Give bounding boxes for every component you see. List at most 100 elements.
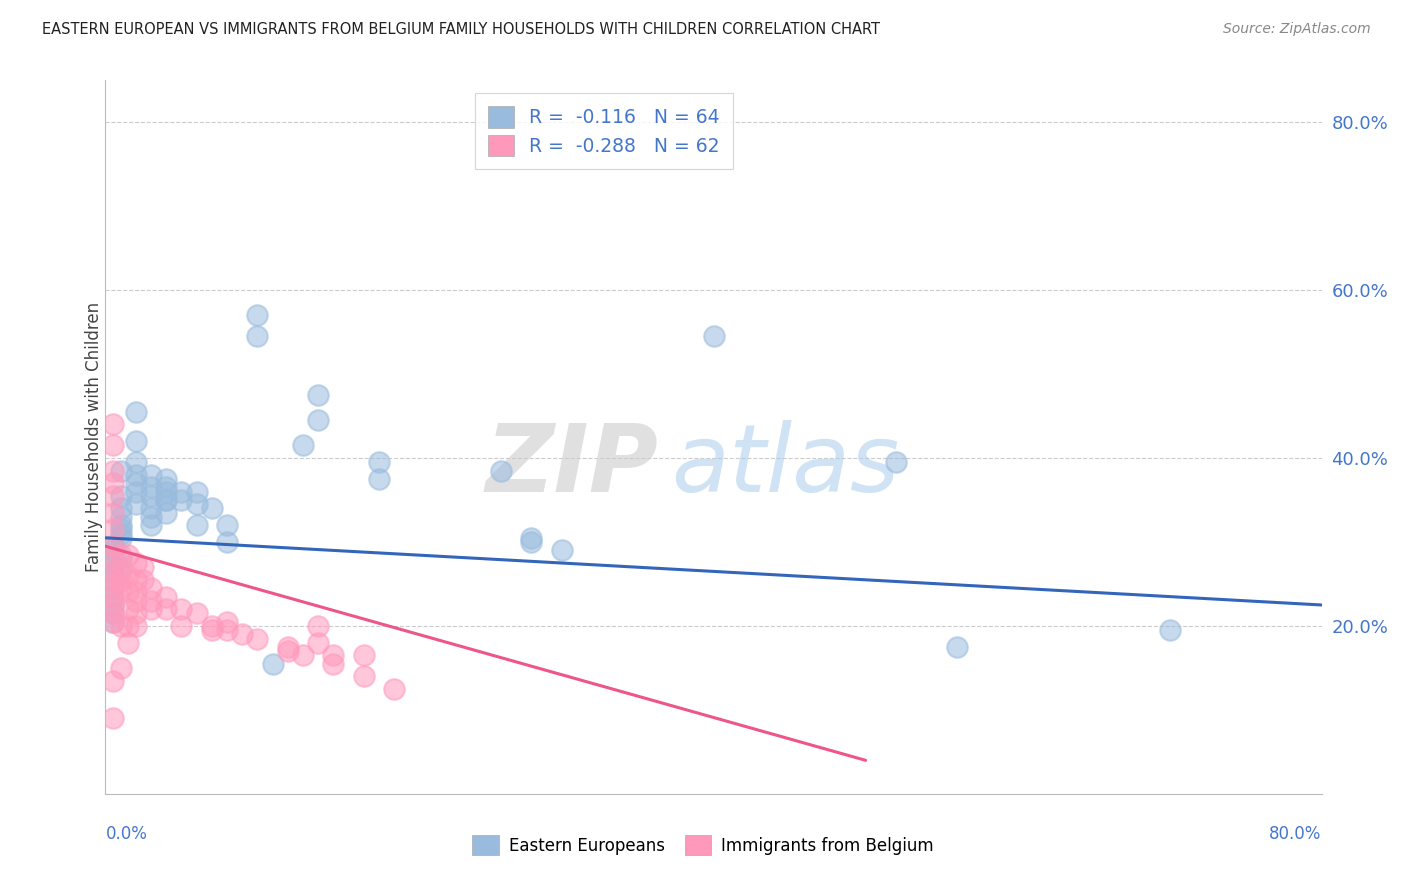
Point	[125, 484, 148, 499]
Point	[201, 623, 224, 637]
Point	[125, 476, 148, 491]
Point	[110, 501, 132, 516]
Point	[125, 556, 148, 570]
Point	[101, 438, 124, 452]
Point	[125, 434, 148, 449]
Point	[101, 615, 124, 629]
Point	[246, 632, 269, 646]
Point	[101, 590, 124, 604]
Point	[110, 573, 132, 587]
Point	[217, 518, 239, 533]
Point	[155, 590, 177, 604]
Point	[101, 506, 124, 520]
Point	[139, 518, 162, 533]
Point	[117, 568, 139, 582]
Point	[170, 493, 193, 508]
Point	[117, 585, 139, 599]
Point	[125, 607, 148, 621]
Point	[322, 648, 344, 663]
Point	[307, 413, 329, 427]
Point	[110, 560, 132, 574]
Point	[101, 607, 124, 621]
Point	[201, 501, 224, 516]
Point	[139, 480, 162, 494]
Point	[155, 506, 177, 520]
Point	[101, 590, 124, 604]
Point	[101, 417, 124, 432]
Point	[101, 573, 124, 587]
Point	[101, 598, 124, 612]
Text: 80.0%: 80.0%	[1270, 825, 1322, 843]
Point	[520, 535, 543, 549]
Point	[117, 548, 139, 562]
Point	[277, 644, 299, 658]
Point	[125, 573, 148, 587]
Y-axis label: Family Households with Children: Family Households with Children	[86, 302, 103, 572]
Point	[217, 615, 239, 629]
Point	[292, 648, 315, 663]
Point	[110, 509, 132, 524]
Point	[101, 543, 124, 558]
Point	[110, 548, 132, 562]
Point	[110, 565, 132, 579]
Point	[217, 535, 239, 549]
Point	[368, 472, 391, 486]
Point	[186, 607, 208, 621]
Point	[246, 309, 269, 323]
Point	[186, 484, 208, 499]
Text: atlas: atlas	[671, 420, 900, 511]
Point	[125, 455, 148, 469]
Point	[110, 661, 132, 675]
Text: EASTERN EUROPEAN VS IMMIGRANTS FROM BELGIUM FAMILY HOUSEHOLDS WITH CHILDREN CORR: EASTERN EUROPEAN VS IMMIGRANTS FROM BELG…	[42, 22, 880, 37]
Point	[101, 565, 124, 579]
Point	[110, 518, 132, 533]
Point	[101, 581, 124, 595]
Point	[110, 489, 132, 503]
Point	[945, 640, 967, 654]
Point	[110, 581, 132, 595]
Point	[101, 573, 124, 587]
Point	[246, 329, 269, 343]
Point	[125, 467, 148, 482]
Point	[382, 681, 405, 696]
Point	[139, 509, 162, 524]
Point	[110, 526, 132, 541]
Point	[110, 523, 132, 537]
Point	[101, 607, 124, 621]
Point	[117, 602, 139, 616]
Point	[307, 636, 329, 650]
Point	[139, 501, 162, 516]
Point	[155, 480, 177, 494]
Point	[101, 489, 124, 503]
Point	[125, 585, 148, 599]
Point	[155, 493, 177, 508]
Point	[155, 472, 177, 486]
Point	[1159, 623, 1181, 637]
Point	[307, 619, 329, 633]
Point	[101, 711, 124, 725]
Point	[101, 539, 124, 553]
Point	[139, 467, 162, 482]
Point	[125, 619, 148, 633]
Legend: R =  -0.116   N = 64, R =  -0.288   N = 62: R = -0.116 N = 64, R = -0.288 N = 62	[475, 94, 733, 169]
Point	[292, 438, 315, 452]
Point	[101, 581, 124, 595]
Point	[125, 405, 148, 419]
Point	[139, 602, 162, 616]
Point	[125, 594, 148, 608]
Point	[884, 455, 907, 469]
Point	[101, 523, 124, 537]
Point	[520, 531, 543, 545]
Point	[489, 464, 512, 478]
Point	[139, 594, 162, 608]
Text: Source: ZipAtlas.com: Source: ZipAtlas.com	[1223, 22, 1371, 37]
Point	[139, 581, 162, 595]
Point	[322, 657, 344, 671]
Point	[101, 673, 124, 688]
Point	[353, 648, 375, 663]
Point	[110, 551, 132, 566]
Point	[155, 484, 177, 499]
Point	[101, 551, 124, 566]
Point	[155, 602, 177, 616]
Point	[101, 615, 124, 629]
